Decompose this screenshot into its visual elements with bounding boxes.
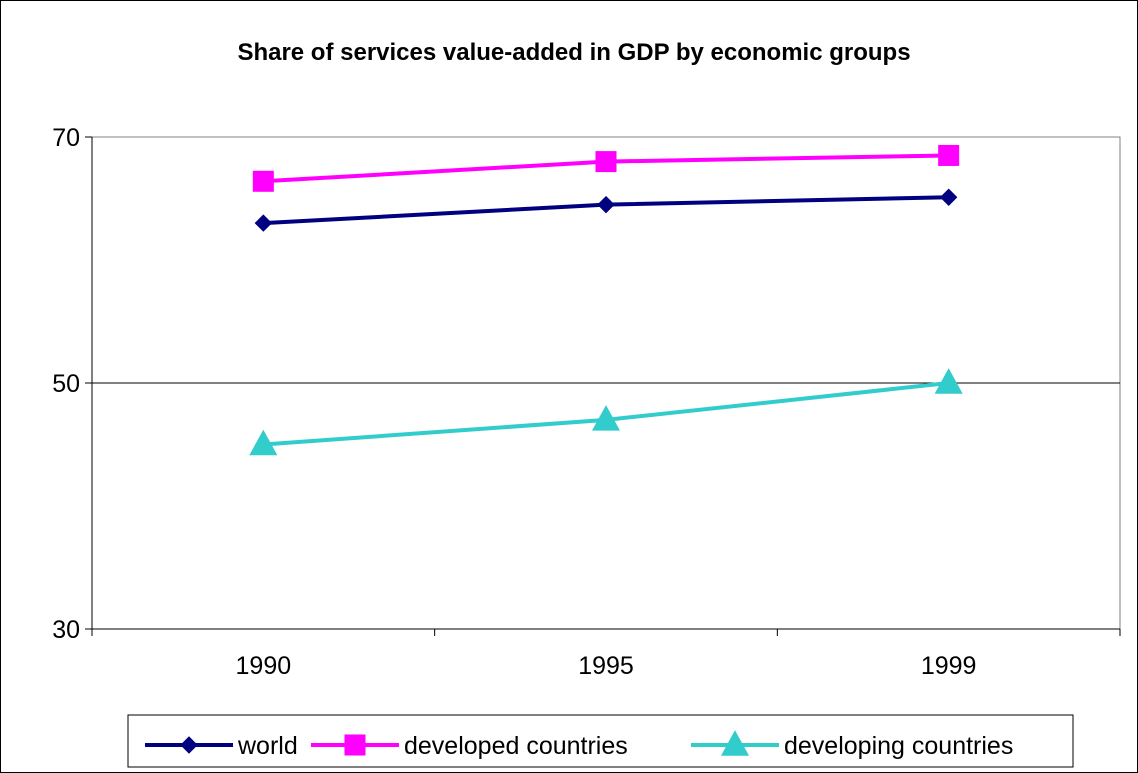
legend-label: developing countries — [784, 732, 1013, 760]
series-world — [254, 188, 958, 232]
data-point-square — [344, 734, 366, 756]
y-tick-label: 50 — [52, 370, 80, 398]
series-developing-countries — [249, 368, 963, 456]
legend-entry: developed countries — [311, 732, 628, 760]
data-point-diamond — [180, 736, 198, 754]
data-point-diamond — [597, 195, 615, 214]
series-layer — [249, 144, 963, 456]
data-point-square — [252, 170, 274, 192]
legend-entry: developing countries — [691, 730, 1013, 760]
legend-box — [127, 714, 1074, 768]
data-point-triangle — [934, 368, 963, 394]
legend: world developed countries developing count… — [127, 714, 1074, 768]
series-developed-countries — [252, 144, 960, 192]
legend-entry: world — [145, 732, 298, 760]
data-point-diamond — [254, 214, 273, 232]
y-tick-label: 30 — [52, 616, 80, 644]
legend-label: world — [237, 732, 298, 760]
x-axis: 1990 1995 1999 — [91, 628, 1121, 680]
x-tick-label: 1999 — [921, 652, 977, 680]
data-point-triangle — [591, 405, 621, 431]
legend-items: world developed countries developing count… — [145, 730, 1013, 760]
data-point-square — [938, 144, 960, 166]
data-point-square — [595, 151, 617, 173]
x-tick-label: 1990 — [236, 652, 292, 680]
y-tick-label: 70 — [52, 124, 80, 152]
plot-area: 30 50 70 1990 1995 1999 — [52, 124, 1121, 680]
legend-label: developed countries — [404, 732, 628, 760]
data-point-diamond — [939, 188, 958, 206]
y-axis: 30 50 70 — [52, 124, 93, 644]
data-point-triangle — [249, 429, 278, 456]
chart-title: Share of services value-added in GDP by … — [237, 39, 910, 66]
x-tick-label: 1995 — [578, 652, 634, 680]
data-point-triangle — [720, 730, 750, 756]
